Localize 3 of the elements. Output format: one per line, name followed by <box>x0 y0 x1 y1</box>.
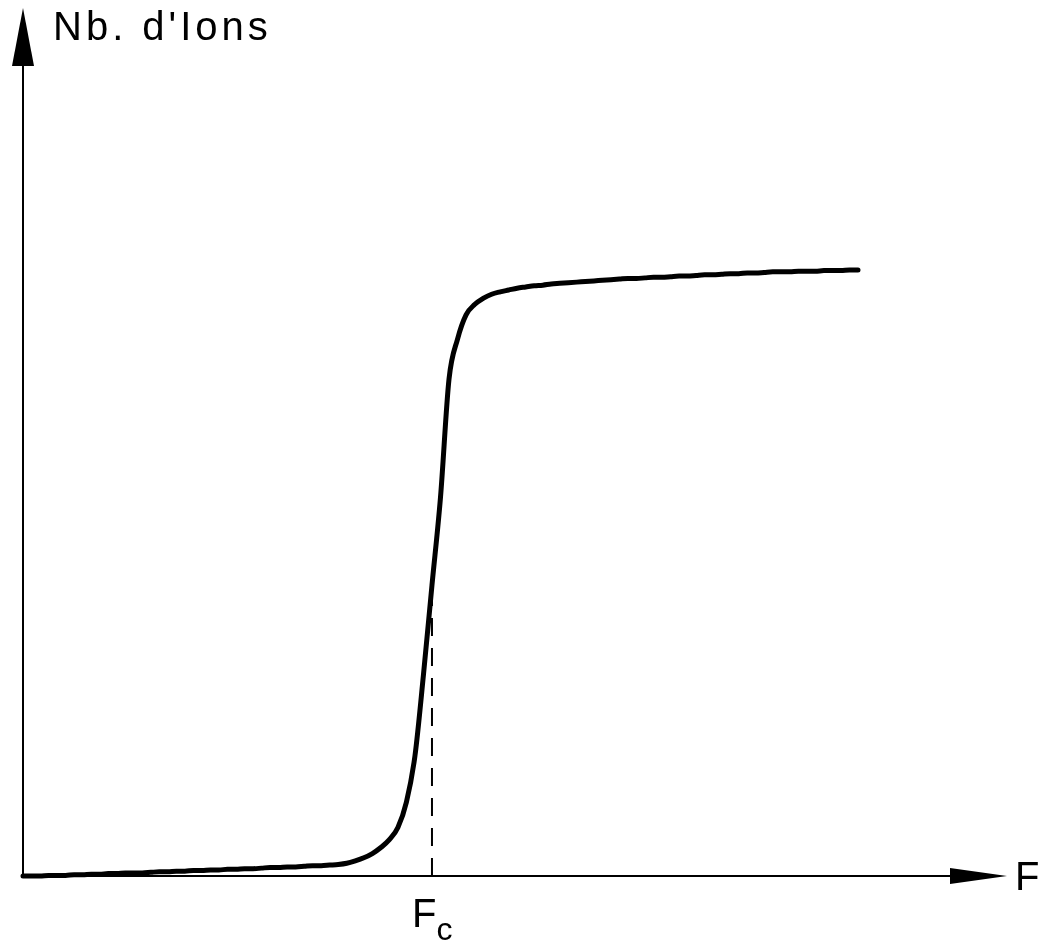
x-axis-title: F <box>1015 854 1040 898</box>
text: Nb. d'Ions <box>53 4 272 48</box>
text: F$_{c}$ <box>411 891 453 942</box>
